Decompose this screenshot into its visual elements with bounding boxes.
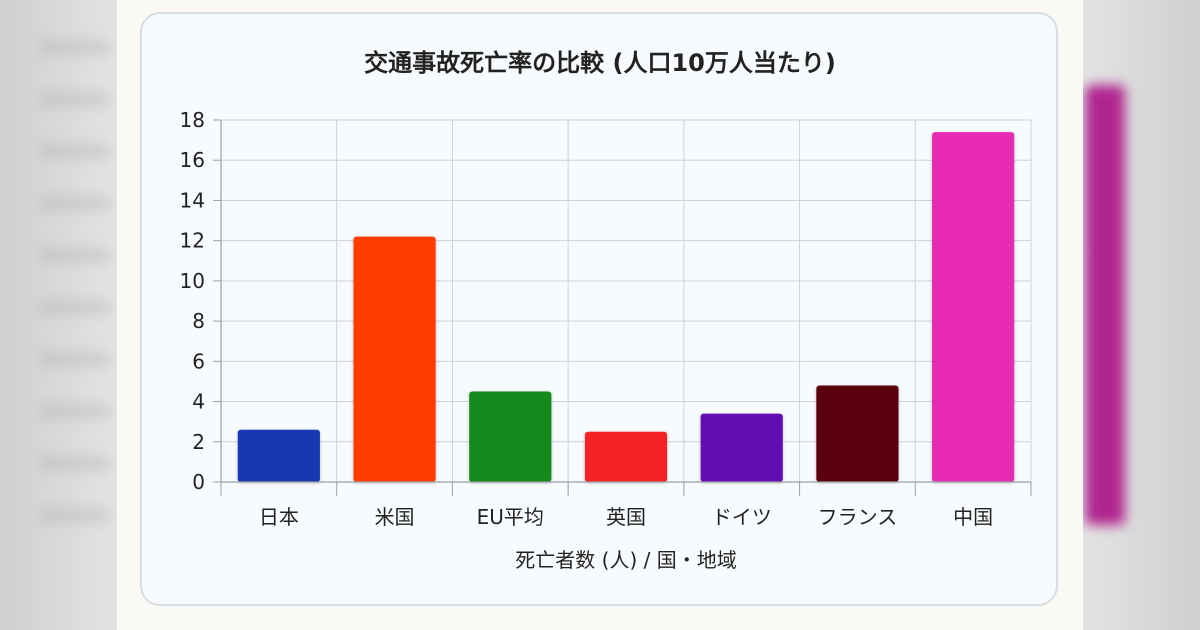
y-tick-label: 4: [192, 390, 205, 414]
y-tick-label: 0: [192, 470, 205, 494]
axes: [213, 119, 1032, 496]
y-tick-label: 10: [180, 269, 205, 293]
blurred-background-left: [40, 40, 110, 540]
y-tick-label: 16: [180, 148, 205, 172]
grid: [220, 119, 1032, 483]
bars: [237, 132, 1015, 483]
x-axis-title: 死亡者数 (人) / 国・地域: [515, 548, 736, 572]
y-tick-label: 8: [192, 309, 205, 333]
bar-3: [584, 431, 668, 482]
bar-2: [469, 391, 552, 482]
chart-card: [140, 12, 1058, 606]
bar-6: [932, 132, 1015, 483]
blurred-background-right: [1085, 85, 1125, 525]
x-tick-label: フランス: [818, 505, 898, 529]
x-tick-label: 中国: [953, 505, 993, 529]
y-tick-label: 6: [192, 349, 205, 373]
bar-0: [237, 429, 320, 482]
y-tick-labels: 0 2 4 6 8 10 12 14 16 18: [180, 108, 205, 494]
y-tick-label: 2: [192, 430, 205, 454]
x-tick-label: 英国: [606, 505, 646, 529]
y-tick-label: 12: [180, 229, 205, 253]
x-tick-label: 日本: [259, 505, 299, 529]
y-tick-label: 18: [180, 108, 205, 132]
chart-title: 交通事故死亡率の比較 (人口10万人当たり): [364, 49, 836, 77]
bar-5: [816, 385, 899, 482]
y-tick-label: 14: [180, 188, 205, 212]
x-tick-labels: 日本 米国 EU平均 英国 ドイツ フランス 中国: [259, 505, 993, 529]
x-tick-label: EU平均: [477, 505, 544, 529]
x-tick-label: 米国: [375, 505, 415, 529]
bar-4: [700, 413, 783, 482]
x-tick-label: ドイツ: [712, 505, 772, 529]
bar-1: [353, 236, 436, 482]
